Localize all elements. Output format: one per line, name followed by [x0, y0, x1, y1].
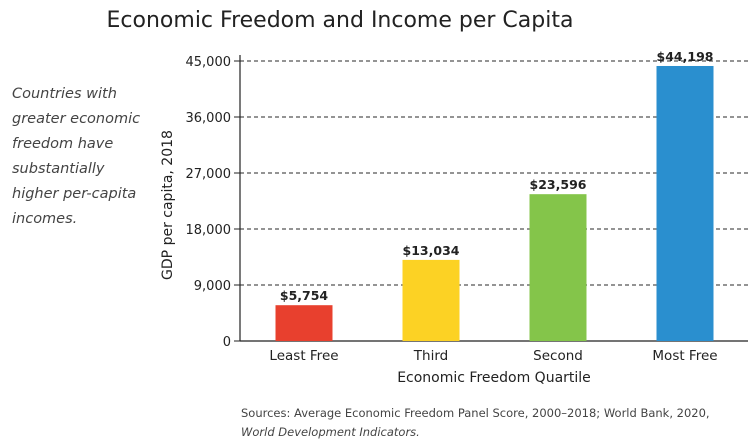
- bar: [656, 65, 714, 341]
- side-note: Countries with greater economic freedom …: [12, 86, 141, 227]
- bar: [529, 194, 587, 341]
- x-category-label: Third: [413, 348, 448, 364]
- chart-title: Economic Freedom and Income per Capita: [106, 8, 574, 33]
- x-category-label: Second: [533, 348, 583, 364]
- y-tick-label: 27,000: [186, 167, 232, 182]
- sources-text: Sources: Average Economic Freedom Panel …: [241, 406, 710, 420]
- y-tick-label: 0: [223, 335, 231, 350]
- x-category-label: Least Free: [269, 348, 338, 364]
- bar: [275, 305, 333, 341]
- sources-note: Sources: Average Economic Freedom Panel …: [241, 404, 746, 442]
- bar-value-label: $44,198: [657, 49, 714, 64]
- y-tick-label: 18,000: [186, 223, 232, 238]
- bar-value-label: $13,034: [403, 243, 460, 258]
- y-tick-label: 9,000: [194, 279, 231, 294]
- sources-italic: World Development Indicators.: [241, 425, 420, 439]
- bar-value-label: $5,754: [280, 288, 329, 303]
- y-tick-label: 45,000: [186, 55, 232, 70]
- y-tick-label: 36,000: [186, 111, 232, 126]
- bar-value-label: $23,596: [530, 177, 587, 192]
- x-category-label: Most Free: [652, 348, 717, 364]
- x-axis-label: Economic Freedom Quartile: [397, 370, 591, 386]
- bar: [402, 259, 460, 341]
